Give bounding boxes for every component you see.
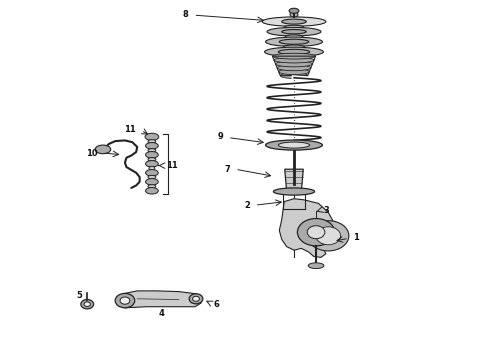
Text: 11: 11 bbox=[166, 161, 177, 170]
Ellipse shape bbox=[149, 166, 155, 171]
Text: 1: 1 bbox=[353, 233, 359, 242]
Ellipse shape bbox=[283, 45, 305, 49]
Ellipse shape bbox=[274, 57, 314, 63]
Ellipse shape bbox=[266, 140, 322, 150]
Ellipse shape bbox=[148, 175, 156, 179]
Ellipse shape bbox=[146, 152, 158, 158]
Ellipse shape bbox=[145, 133, 159, 140]
Ellipse shape bbox=[262, 17, 326, 26]
Text: 11: 11 bbox=[124, 125, 136, 134]
Ellipse shape bbox=[308, 221, 349, 251]
Text: 2: 2 bbox=[244, 201, 250, 210]
Ellipse shape bbox=[316, 227, 341, 245]
Text: 10: 10 bbox=[86, 149, 98, 158]
Ellipse shape bbox=[148, 158, 156, 161]
Text: 9: 9 bbox=[217, 132, 223, 141]
Ellipse shape bbox=[289, 8, 299, 13]
Ellipse shape bbox=[146, 188, 158, 194]
Ellipse shape bbox=[115, 293, 135, 308]
Ellipse shape bbox=[146, 161, 158, 167]
Ellipse shape bbox=[280, 73, 308, 78]
Ellipse shape bbox=[267, 27, 321, 36]
Ellipse shape bbox=[95, 145, 111, 154]
Ellipse shape bbox=[266, 37, 322, 46]
Ellipse shape bbox=[146, 179, 158, 185]
Ellipse shape bbox=[285, 35, 303, 39]
Ellipse shape bbox=[307, 226, 325, 239]
Polygon shape bbox=[125, 291, 202, 308]
Ellipse shape bbox=[278, 142, 310, 148]
Ellipse shape bbox=[193, 296, 199, 301]
Text: 6: 6 bbox=[213, 300, 219, 309]
Ellipse shape bbox=[148, 140, 156, 143]
Ellipse shape bbox=[272, 53, 316, 59]
Polygon shape bbox=[285, 169, 303, 191]
Ellipse shape bbox=[81, 300, 94, 309]
Ellipse shape bbox=[278, 49, 310, 54]
Ellipse shape bbox=[284, 25, 304, 30]
Ellipse shape bbox=[146, 170, 158, 176]
Ellipse shape bbox=[148, 149, 156, 152]
Ellipse shape bbox=[273, 188, 315, 195]
Ellipse shape bbox=[279, 69, 309, 75]
Text: 7: 7 bbox=[224, 165, 230, 174]
Ellipse shape bbox=[297, 219, 335, 246]
Ellipse shape bbox=[279, 39, 309, 44]
Text: 3: 3 bbox=[323, 206, 329, 215]
Ellipse shape bbox=[120, 297, 130, 304]
Ellipse shape bbox=[282, 30, 306, 34]
Text: 8: 8 bbox=[183, 10, 189, 19]
Ellipse shape bbox=[189, 294, 203, 304]
Ellipse shape bbox=[84, 302, 90, 307]
Ellipse shape bbox=[146, 143, 158, 149]
Ellipse shape bbox=[265, 47, 323, 57]
Ellipse shape bbox=[277, 65, 311, 71]
Ellipse shape bbox=[308, 263, 324, 269]
Ellipse shape bbox=[148, 185, 156, 188]
Ellipse shape bbox=[290, 12, 298, 17]
Text: 5: 5 bbox=[76, 292, 82, 300]
Text: 4: 4 bbox=[159, 309, 165, 318]
Ellipse shape bbox=[275, 61, 313, 67]
Polygon shape bbox=[279, 199, 333, 257]
Ellipse shape bbox=[282, 19, 306, 24]
